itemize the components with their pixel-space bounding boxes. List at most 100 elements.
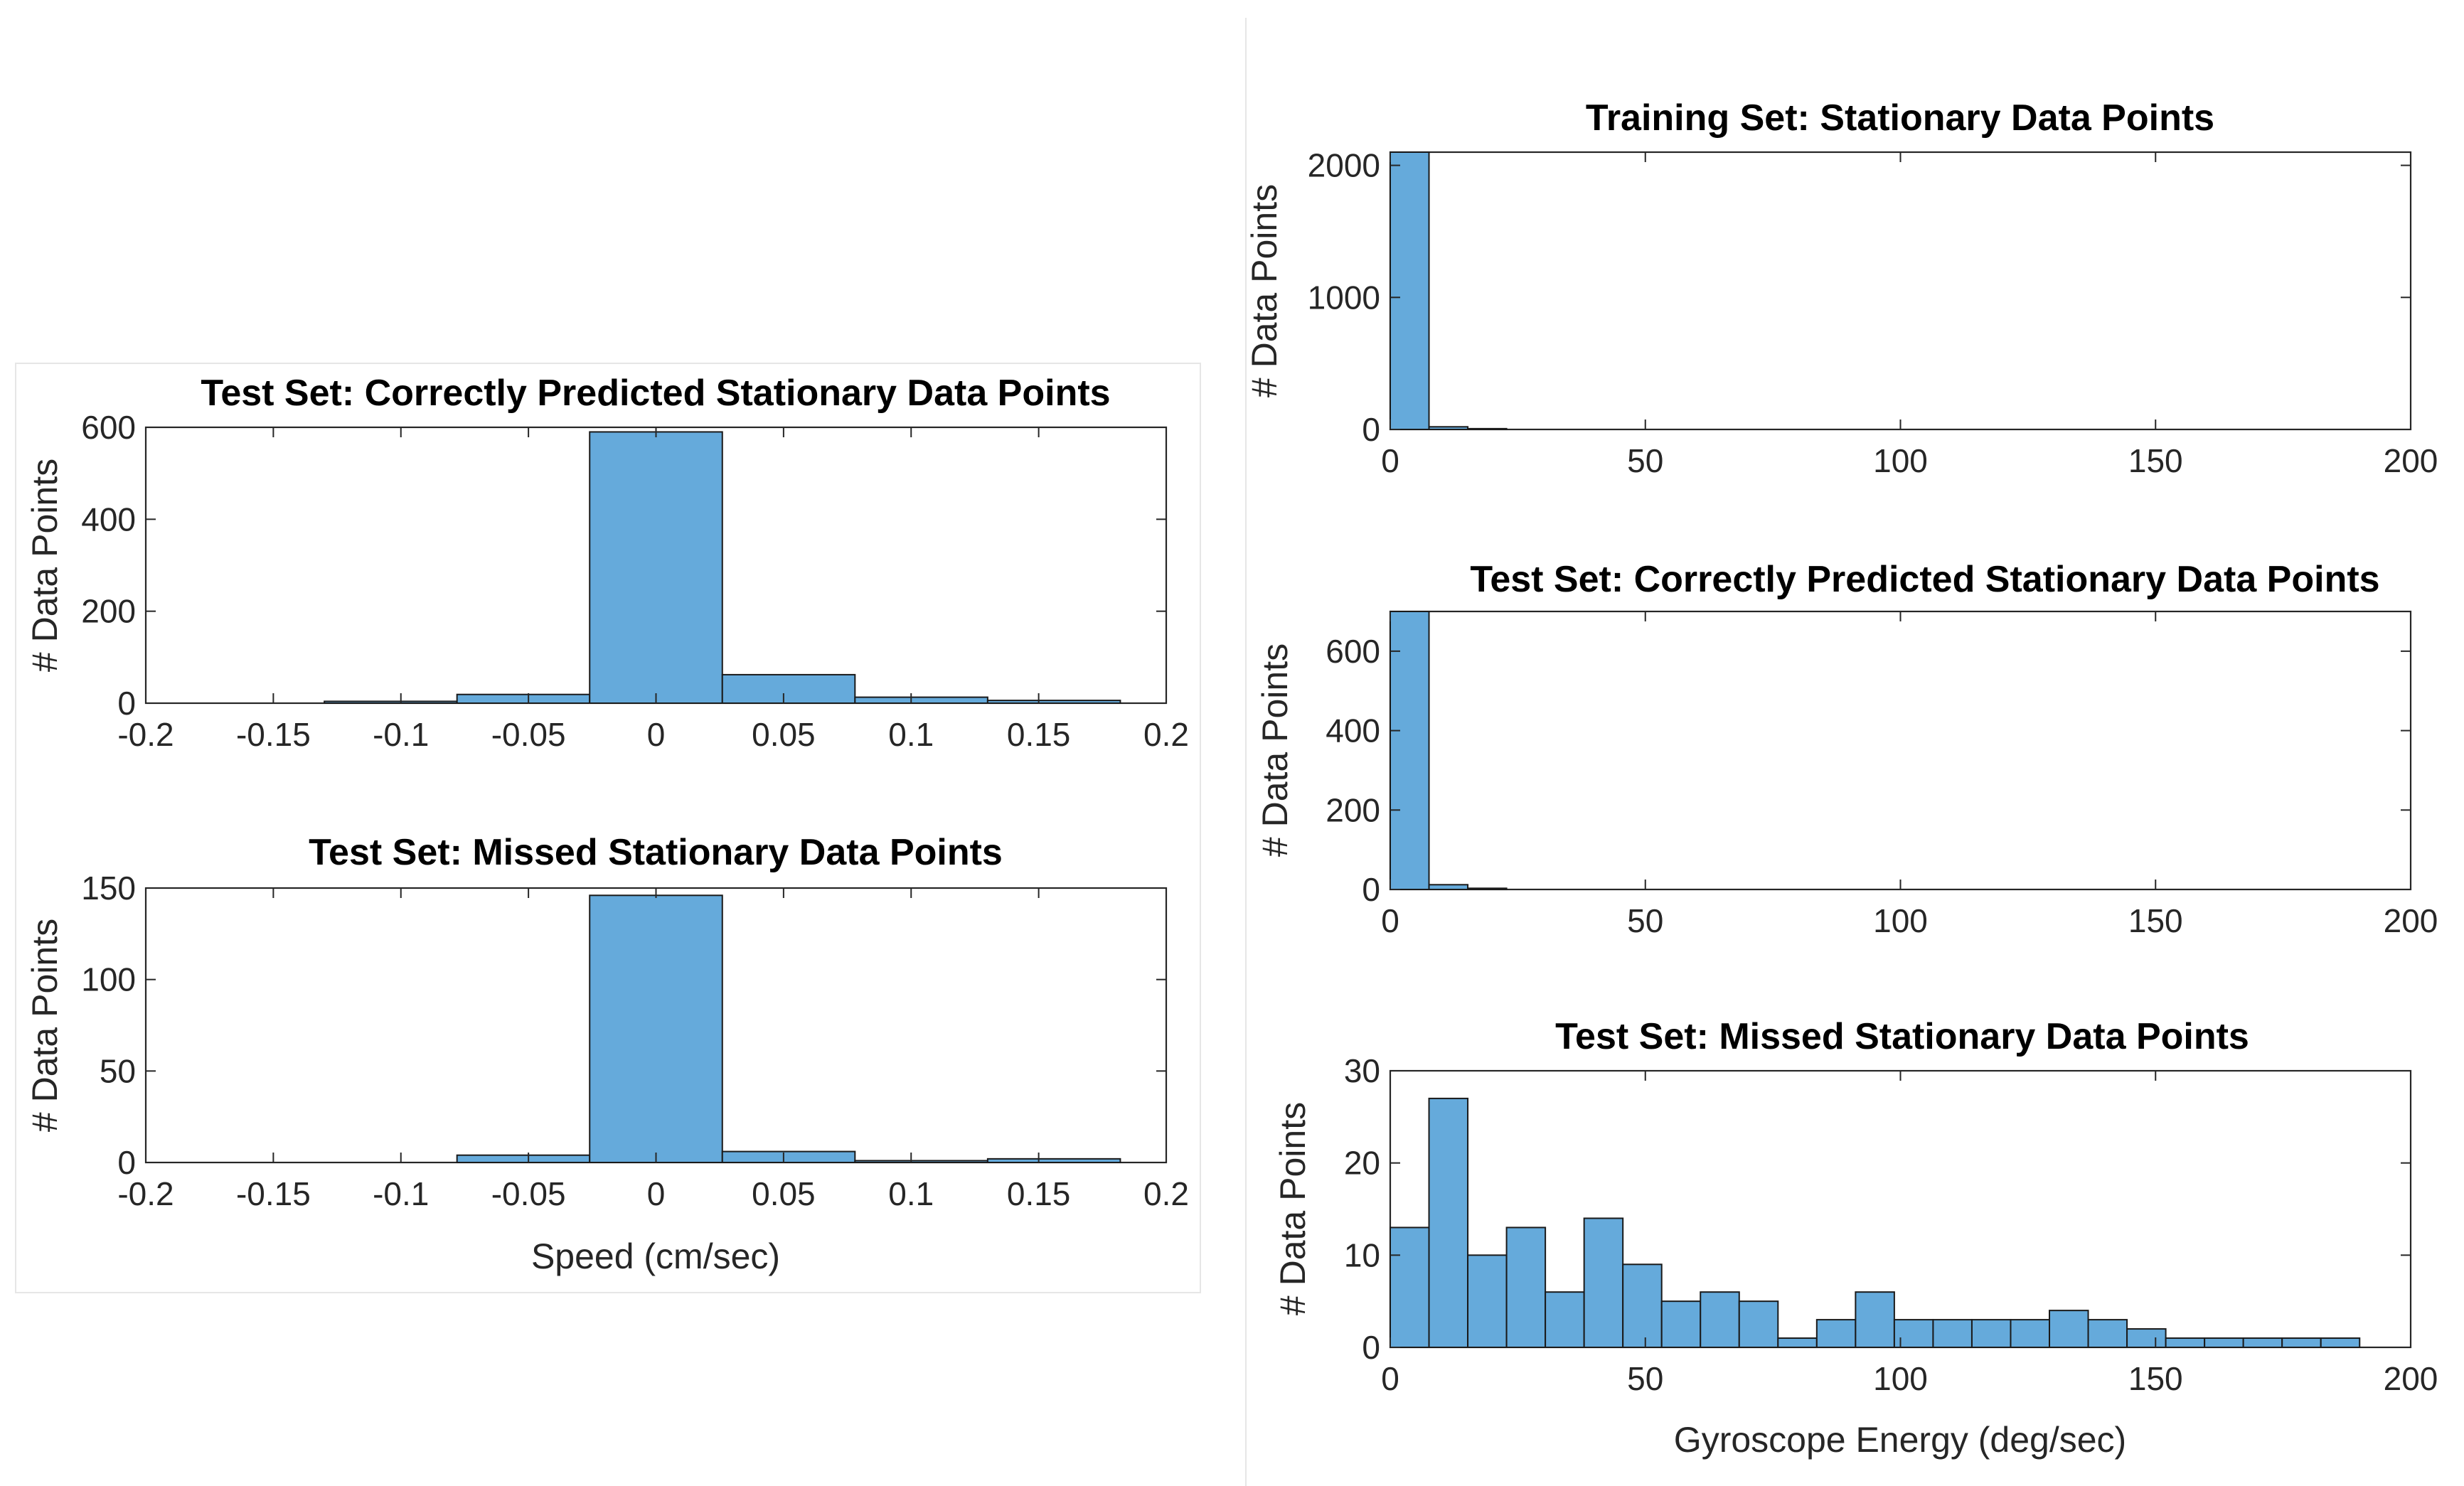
x-tick-label: 200 (2384, 442, 2438, 479)
histogram-bar (1467, 887, 1508, 891)
left-panel-border (15, 363, 1201, 1293)
histogram-bar (456, 1154, 591, 1163)
x-tick-label: -0.15 (236, 1175, 311, 1212)
x-tick-label: 0 (1381, 902, 1399, 939)
histogram-bar (1970, 1319, 2012, 1348)
x-tick-label: 0.05 (752, 716, 816, 753)
y-tick-label: 10 (1344, 1236, 1380, 1273)
chart-right-top: Training Set: Stationary Data Points # D… (1244, 97, 2438, 479)
x-tick-label: 150 (2128, 442, 2183, 479)
histogram-bar (1467, 1254, 1508, 1349)
y-tick-label: 20 (1344, 1145, 1380, 1182)
histogram-bar (2010, 1319, 2051, 1348)
y-tick-label: 50 (100, 1052, 136, 1089)
x-tick-label: -0.1 (373, 716, 429, 753)
y-tick-label: 30 (1344, 1052, 1380, 1089)
chart-title: Test Set: Missed Stationary Data Points (309, 832, 1003, 873)
histogram-bar (589, 894, 723, 1163)
y-tick-label: 0 (1362, 1329, 1380, 1366)
histogram-bar (2281, 1337, 2322, 1348)
histogram-bar (1390, 151, 1430, 430)
plot-area (1389, 151, 2412, 431)
y-tick-label: 600 (1326, 633, 1380, 670)
histogram-bar (2165, 1337, 2206, 1348)
histogram-bar (1428, 426, 1469, 430)
y-tick-label: 1000 (1308, 279, 1380, 316)
histogram-bar (456, 693, 591, 704)
histogram-bar (324, 700, 458, 704)
y-axis-label: # Data Points (25, 919, 65, 1132)
chart-left-top: Test Set: Correctly Predicted Stationary… (25, 373, 1189, 753)
y-tick-label: 0 (117, 1144, 136, 1181)
x-tick-label: 0 (1381, 442, 1399, 479)
x-tick-label: 0 (647, 716, 666, 753)
chart-title: Test Set: Correctly Predicted Stationary… (1470, 559, 2379, 600)
y-axis-label: # Data Points (1273, 1102, 1313, 1315)
y-tick-label: 0 (1362, 411, 1380, 448)
histogram-bar (721, 673, 856, 705)
x-tick-label: 200 (2384, 902, 2438, 939)
histogram-bar (2126, 1328, 2167, 1348)
y-tick-label: 0 (117, 685, 136, 722)
x-tick-label: 100 (1873, 902, 1928, 939)
histogram-bar (1700, 1291, 1740, 1348)
x-tick-label: 0 (1381, 1360, 1399, 1397)
chart-title: Test Set: Correctly Predicted Stationary… (201, 373, 1110, 414)
x-tick-label: -0.2 (117, 1175, 174, 1212)
histogram-bar (1545, 1291, 1585, 1348)
histogram-bar (1660, 1300, 1702, 1348)
x-tick-label: 100 (1873, 442, 1928, 479)
x-tick-label: -0.15 (236, 716, 311, 753)
chart-left-bottom: Test Set: Missed Stationary Data Points … (25, 832, 1189, 1276)
y-tick-label: 400 (1326, 712, 1380, 749)
y-axis-label: # Data Points (25, 459, 65, 672)
histogram-bar (854, 696, 988, 704)
x-tick-label: 50 (1627, 1360, 1663, 1397)
histogram-bar (986, 1158, 1121, 1164)
x-tick-label: 50 (1627, 902, 1663, 939)
histogram-bar (589, 431, 723, 704)
histogram-bar (2087, 1319, 2128, 1348)
y-tick-label: 0 (1362, 871, 1380, 908)
histogram-bar (2242, 1337, 2283, 1348)
x-tick-label: -0.05 (491, 1175, 566, 1212)
histogram-bar (1738, 1300, 1779, 1348)
x-tick-label: -0.05 (491, 716, 566, 753)
histogram-bar (986, 700, 1121, 704)
histogram-bar (721, 1150, 856, 1164)
histogram-bar (2049, 1310, 2089, 1348)
histogram-bar (2320, 1337, 2361, 1348)
x-tick-label: 0.1 (888, 716, 934, 753)
x-tick-label: 150 (2128, 902, 2183, 939)
chart-right-middle: Test Set: Correctly Predicted Stationary… (1255, 559, 2438, 939)
chart-title: Test Set: Missed Stationary Data Points (1555, 1016, 2249, 1057)
histogram-bar (1390, 1226, 1430, 1349)
histogram-bar (1622, 1263, 1663, 1349)
x-tick-label: 0.2 (1143, 1175, 1189, 1212)
chart-title: Training Set: Stationary Data Points (1586, 97, 2214, 139)
histogram-bar (1428, 884, 1469, 890)
histogram-bar (1777, 1337, 1818, 1348)
y-tick-label: 400 (81, 501, 136, 538)
x-tick-label: 0.2 (1143, 716, 1189, 753)
histogram-bar (1855, 1291, 1895, 1348)
histogram-bar (1815, 1319, 1857, 1348)
histogram-bar (1390, 611, 1430, 890)
histogram-bar (1583, 1217, 1624, 1349)
y-tick-label: 150 (81, 870, 136, 907)
x-tick-label: 0.15 (1007, 716, 1071, 753)
y-tick-label: 600 (81, 409, 136, 446)
x-tick-label: 0.15 (1007, 1175, 1071, 1212)
x-tick-label: 200 (2384, 1360, 2438, 1397)
x-axis-label: Gyroscope Energy (deg/sec) (1674, 1420, 2126, 1460)
x-tick-label: -0.2 (117, 716, 174, 753)
y-axis-label: # Data Points (1255, 643, 1295, 857)
x-tick-label: 150 (2128, 1360, 2183, 1397)
x-tick-label: 0.05 (752, 1175, 816, 1212)
histogram-bar (1428, 1097, 1469, 1349)
histogram-bar (2204, 1337, 2244, 1348)
y-tick-label: 200 (1326, 791, 1380, 828)
x-tick-label: 50 (1627, 442, 1663, 479)
y-tick-label: 100 (81, 961, 136, 998)
